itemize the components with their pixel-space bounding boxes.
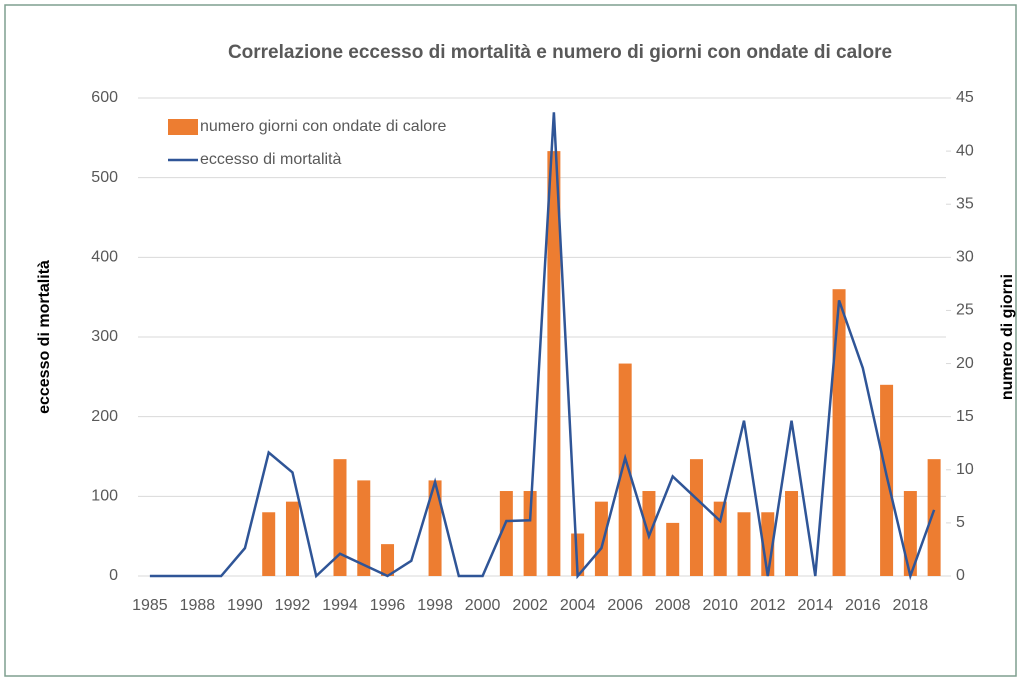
- chart-title: Correlazione eccesso di mortalità e nume…: [228, 42, 892, 63]
- y2-tick-label: 20: [956, 355, 974, 372]
- y-tick-label: 600: [91, 89, 118, 106]
- bar: [428, 480, 442, 576]
- bar: [262, 512, 276, 576]
- bar: [737, 512, 751, 576]
- bar: [713, 501, 727, 576]
- x-tick-label: 2002: [512, 597, 548, 614]
- bar: [357, 480, 371, 576]
- bar: [832, 289, 846, 576]
- legend-label: eccesso di mortalità: [200, 151, 341, 168]
- x-tick-label: 1988: [180, 597, 216, 614]
- legend-swatch: [168, 119, 198, 135]
- line: [149, 112, 936, 581]
- x-tick-label: 2018: [893, 597, 929, 614]
- x-tick-label: 2016: [845, 597, 881, 614]
- y-tick-label: 500: [91, 169, 118, 186]
- bar: [618, 363, 632, 576]
- y-tick-label: 100: [91, 488, 118, 505]
- bar: [285, 501, 299, 576]
- y-tick-label: 200: [91, 408, 118, 425]
- y-tick-label: 0: [109, 567, 118, 584]
- y2-tick-label: 25: [956, 302, 974, 319]
- x-tick-label: 1990: [227, 597, 263, 614]
- bar: [785, 491, 799, 576]
- y2-tick-label: 45: [956, 89, 974, 106]
- x-tick-label: 2014: [797, 597, 833, 614]
- bar: [547, 151, 561, 576]
- x-tick-label: 2010: [702, 597, 738, 614]
- bar: [594, 501, 608, 576]
- legend-label: numero giorni con ondate di calore: [200, 118, 446, 135]
- x-tick-label: 1985: [132, 597, 168, 614]
- bar: [333, 459, 347, 576]
- x-tick-label: 2004: [560, 597, 596, 614]
- y2-axis-label: numero di giorni: [999, 274, 1016, 400]
- x-tick-label: 2012: [750, 597, 786, 614]
- x-tick-label: 1992: [275, 597, 311, 614]
- y2-tick-label: 0: [956, 567, 965, 584]
- x-tick-label: 2008: [655, 597, 691, 614]
- x-tick-label: 1994: [322, 597, 358, 614]
- y2-tick-label: 15: [956, 408, 974, 425]
- y-axis-label: eccesso di mortalità: [36, 260, 53, 414]
- bar: [523, 491, 537, 576]
- x-tick-label: 1996: [370, 597, 406, 614]
- x-tick-label: 2006: [607, 597, 643, 614]
- bar: [927, 459, 941, 576]
- y2-tick-label: 40: [956, 142, 974, 159]
- y2-tick-label: 5: [956, 514, 965, 531]
- y-tick-label: 400: [91, 249, 118, 266]
- x-tick-label: 2000: [465, 597, 501, 614]
- y2-tick-label: 10: [956, 461, 974, 478]
- bar: [666, 522, 680, 576]
- y-tick-label: 300: [91, 328, 118, 345]
- y2-tick-label: 35: [956, 195, 974, 212]
- bar: [499, 491, 513, 576]
- y2-tick-label: 30: [956, 249, 974, 266]
- x-tick-label: 1998: [417, 597, 453, 614]
- bar: [381, 544, 395, 576]
- bar: [689, 459, 703, 576]
- bar: [903, 491, 917, 576]
